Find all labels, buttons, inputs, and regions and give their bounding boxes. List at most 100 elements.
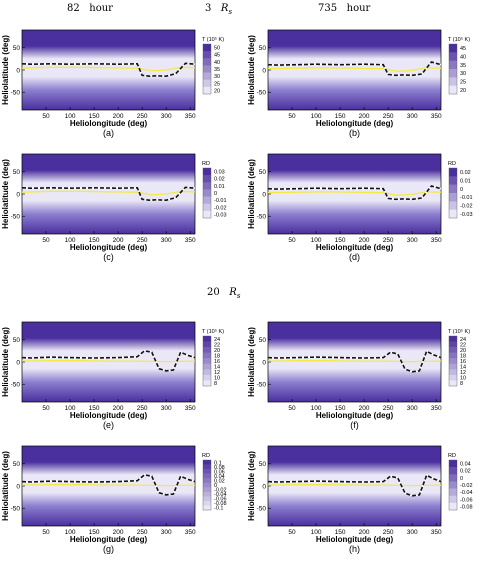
x-axis-title: Heliolongitude (deg) xyxy=(70,243,148,252)
x-tick-label: 250 xyxy=(137,405,148,412)
neutral-line xyxy=(21,190,196,196)
y-tick-label: 0 xyxy=(16,191,20,198)
colorbar-title: T (10⁵ K) xyxy=(448,36,470,43)
x-axis-title: Heliolongitude (deg) xyxy=(316,535,394,544)
y-tick-label: -50 xyxy=(257,90,267,97)
x-tick-label: 100 xyxy=(311,237,322,244)
colorbar-tick-label: -0.1 xyxy=(214,506,223,512)
y-tick-label: -50 xyxy=(11,214,21,221)
x-tick-label: 50 xyxy=(42,405,50,412)
x-tick-label: 50 xyxy=(288,237,296,244)
colorbar-tick-label: 0.04 xyxy=(460,462,471,468)
colorbar-tick-label: 20 xyxy=(460,348,466,354)
y-axis-title: Heliolatitude (deg) xyxy=(247,159,256,229)
colorbar-tick-label: 22 xyxy=(460,342,466,348)
colorbar-tick-label: 0 xyxy=(460,476,463,482)
colorbar-tick-label: -0.02 xyxy=(460,204,473,210)
x-tick-label: 150 xyxy=(89,113,100,120)
x-tick-label: 50 xyxy=(288,529,296,536)
colorbar-tick-label: 12 xyxy=(214,370,220,376)
hcs-line xyxy=(21,186,196,202)
x-tick-label: 100 xyxy=(65,113,76,120)
colorbar-swatch xyxy=(203,182,211,190)
colorbar-tick-label: 14 xyxy=(460,365,466,371)
colorbar-tick-label: 25 xyxy=(460,80,466,86)
colorbar-swatch xyxy=(449,44,457,53)
x-tick-label: 200 xyxy=(359,529,370,536)
colorbar-swatch xyxy=(203,341,211,348)
x-axis-title: Heliolongitude (deg) xyxy=(316,411,394,420)
neutral-line xyxy=(21,484,196,487)
colorbar-swatch xyxy=(203,347,211,353)
panel-label: (b) xyxy=(349,128,360,138)
colorbar-frame xyxy=(202,167,212,219)
colorbar-tick-label: -0.03 xyxy=(460,212,473,218)
colorbar-tick-label: 18 xyxy=(460,353,466,359)
x-axis-title: Heliolongitude (deg) xyxy=(70,535,148,544)
colorbar-title: T (10⁵ K) xyxy=(202,328,224,335)
colorbar-swatch xyxy=(449,363,457,370)
y-tick-label: 0 xyxy=(262,67,266,74)
colorbar-swatch xyxy=(449,467,457,475)
colorbar-swatch xyxy=(203,72,211,81)
colorbar-tick-label: 0.02 xyxy=(214,177,225,183)
colorbar-swatch xyxy=(203,380,211,387)
x-tick-label: 150 xyxy=(335,529,346,536)
x-axis-title: Heliolongitude (deg) xyxy=(316,119,394,128)
x-tick-label: 250 xyxy=(137,529,148,536)
y-axis-title: Heliolatitude (deg) xyxy=(247,327,256,397)
hcs-line xyxy=(267,474,442,497)
y-tick-label: 50 xyxy=(13,169,21,176)
x-tick-label: 200 xyxy=(113,113,124,120)
panel-label: (g) xyxy=(103,544,114,554)
colorbar-swatch xyxy=(449,380,457,387)
colorbar-swatch xyxy=(449,168,457,177)
colorbar-swatch xyxy=(449,474,457,482)
y-tick-label: -50 xyxy=(257,214,267,221)
x-tick-label: 300 xyxy=(161,405,172,412)
x-tick-label: 350 xyxy=(185,237,196,244)
x-tick-label: 200 xyxy=(359,237,370,244)
colorbar-title: T (10⁵ K) xyxy=(202,36,224,43)
colorbar-tick-label: 0.02 xyxy=(460,469,471,475)
colorbar-swatch xyxy=(449,374,457,381)
x-tick-label: 200 xyxy=(359,405,370,412)
plot-panel: 50 100 150 200 250 300 350 -50 0 50 Heliolongitude… xyxy=(247,29,470,138)
colorbar-tick-label: 0 xyxy=(214,191,217,197)
colorbar-swatch xyxy=(449,52,457,61)
x-tick-label: 100 xyxy=(65,529,76,536)
colorbar-tick-label: 20 xyxy=(460,88,466,94)
colorbar-tick-label: 18 xyxy=(214,353,220,359)
colorbar-swatch xyxy=(203,358,211,365)
y-axis-title: Heliolatitude (deg) xyxy=(247,35,256,105)
colorbar-tick-label: 45 xyxy=(214,53,220,59)
x-tick-label: 250 xyxy=(383,113,394,120)
colorbar-tick-label: 22 xyxy=(214,342,220,348)
hcs-line xyxy=(21,474,196,496)
colorbar-swatch xyxy=(203,203,211,212)
x-tick-label: 300 xyxy=(407,405,418,412)
plot-panel: 50 100 150 200 250 300 350 -50 0 50 Heliolongitude… xyxy=(247,153,473,262)
colorbar-swatch xyxy=(449,358,457,365)
hcs-line xyxy=(267,185,442,201)
colorbar-swatch xyxy=(203,58,211,66)
x-tick-label: 250 xyxy=(383,237,394,244)
x-tick-label: 200 xyxy=(113,237,124,244)
colorbar-swatch xyxy=(203,469,211,474)
y-tick-label: -50 xyxy=(11,382,21,389)
colorbar-swatch xyxy=(203,460,211,465)
colorbar-swatch xyxy=(203,79,211,88)
x-tick-label: 150 xyxy=(89,405,100,412)
x-tick-label: 350 xyxy=(185,405,196,412)
colorbar-tick-label: 0.04 xyxy=(214,474,225,480)
panel-label: (h) xyxy=(349,544,360,554)
colorbar-tick-label: 10 xyxy=(214,376,220,382)
colorbar-swatch xyxy=(449,184,457,194)
colorbar-swatch xyxy=(449,60,457,70)
y-axis-title: Heliolatitude (deg) xyxy=(247,451,256,521)
hcs-line xyxy=(267,350,442,373)
colorbar-swatch xyxy=(449,341,457,348)
colorbar-tick-label: 0.1 xyxy=(214,460,222,466)
colorbar-title: RD xyxy=(448,161,456,167)
